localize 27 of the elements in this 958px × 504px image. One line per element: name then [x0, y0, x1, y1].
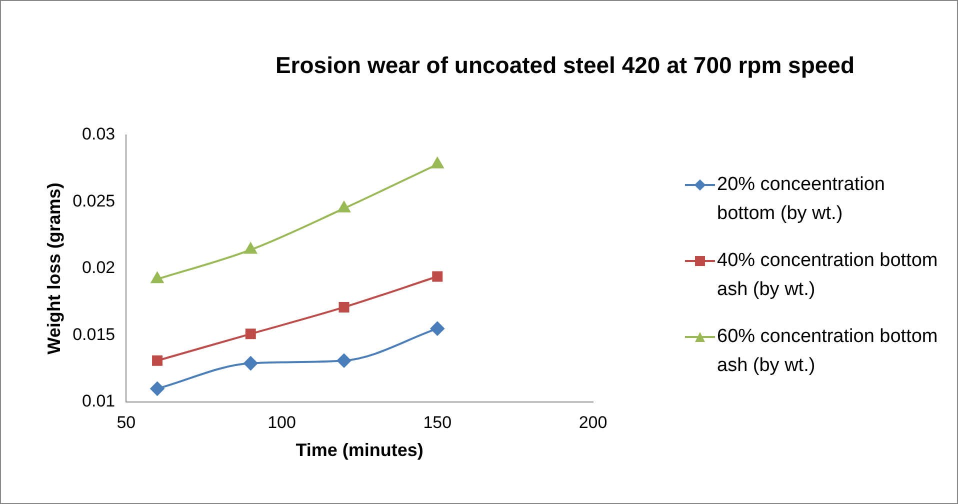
x-tick-label: 100: [268, 412, 296, 432]
y-tick-label: 0.01: [82, 392, 116, 411]
x-axis-title: Time (minutes): [296, 440, 424, 460]
y-tick-label: 0.03: [82, 124, 116, 144]
point: [432, 271, 443, 282]
point: [338, 302, 350, 312]
y-tick-label: 0.015: [72, 324, 116, 344]
chart-title: Erosion wear of uncoated steel 420 at 700 rpm speed: [274, 52, 856, 79]
point: [244, 242, 257, 254]
y-axis-title: Weight loss (grams): [44, 182, 64, 354]
point: [152, 355, 163, 366]
point: [337, 354, 352, 368]
point: [245, 328, 256, 340]
y-tick-label: 0.02: [82, 258, 116, 278]
point: [431, 157, 444, 168]
point: [338, 201, 350, 212]
y-tick-label: 0.025: [72, 191, 116, 210]
point: [244, 356, 258, 370]
legend-label: 60% concentration bottom ash (by wt.): [717, 325, 939, 378]
point: [151, 272, 164, 284]
legend-label: 40% concentration bottom ash (by wt.): [717, 249, 939, 302]
x-tick-label: 150: [423, 412, 452, 432]
x-tick-label: 50: [116, 412, 136, 432]
point: [150, 382, 164, 396]
legend-label: 20% conceentration bottom (by wt.): [717, 173, 886, 226]
point: [430, 322, 444, 336]
x-tick-label: 200: [578, 412, 608, 432]
